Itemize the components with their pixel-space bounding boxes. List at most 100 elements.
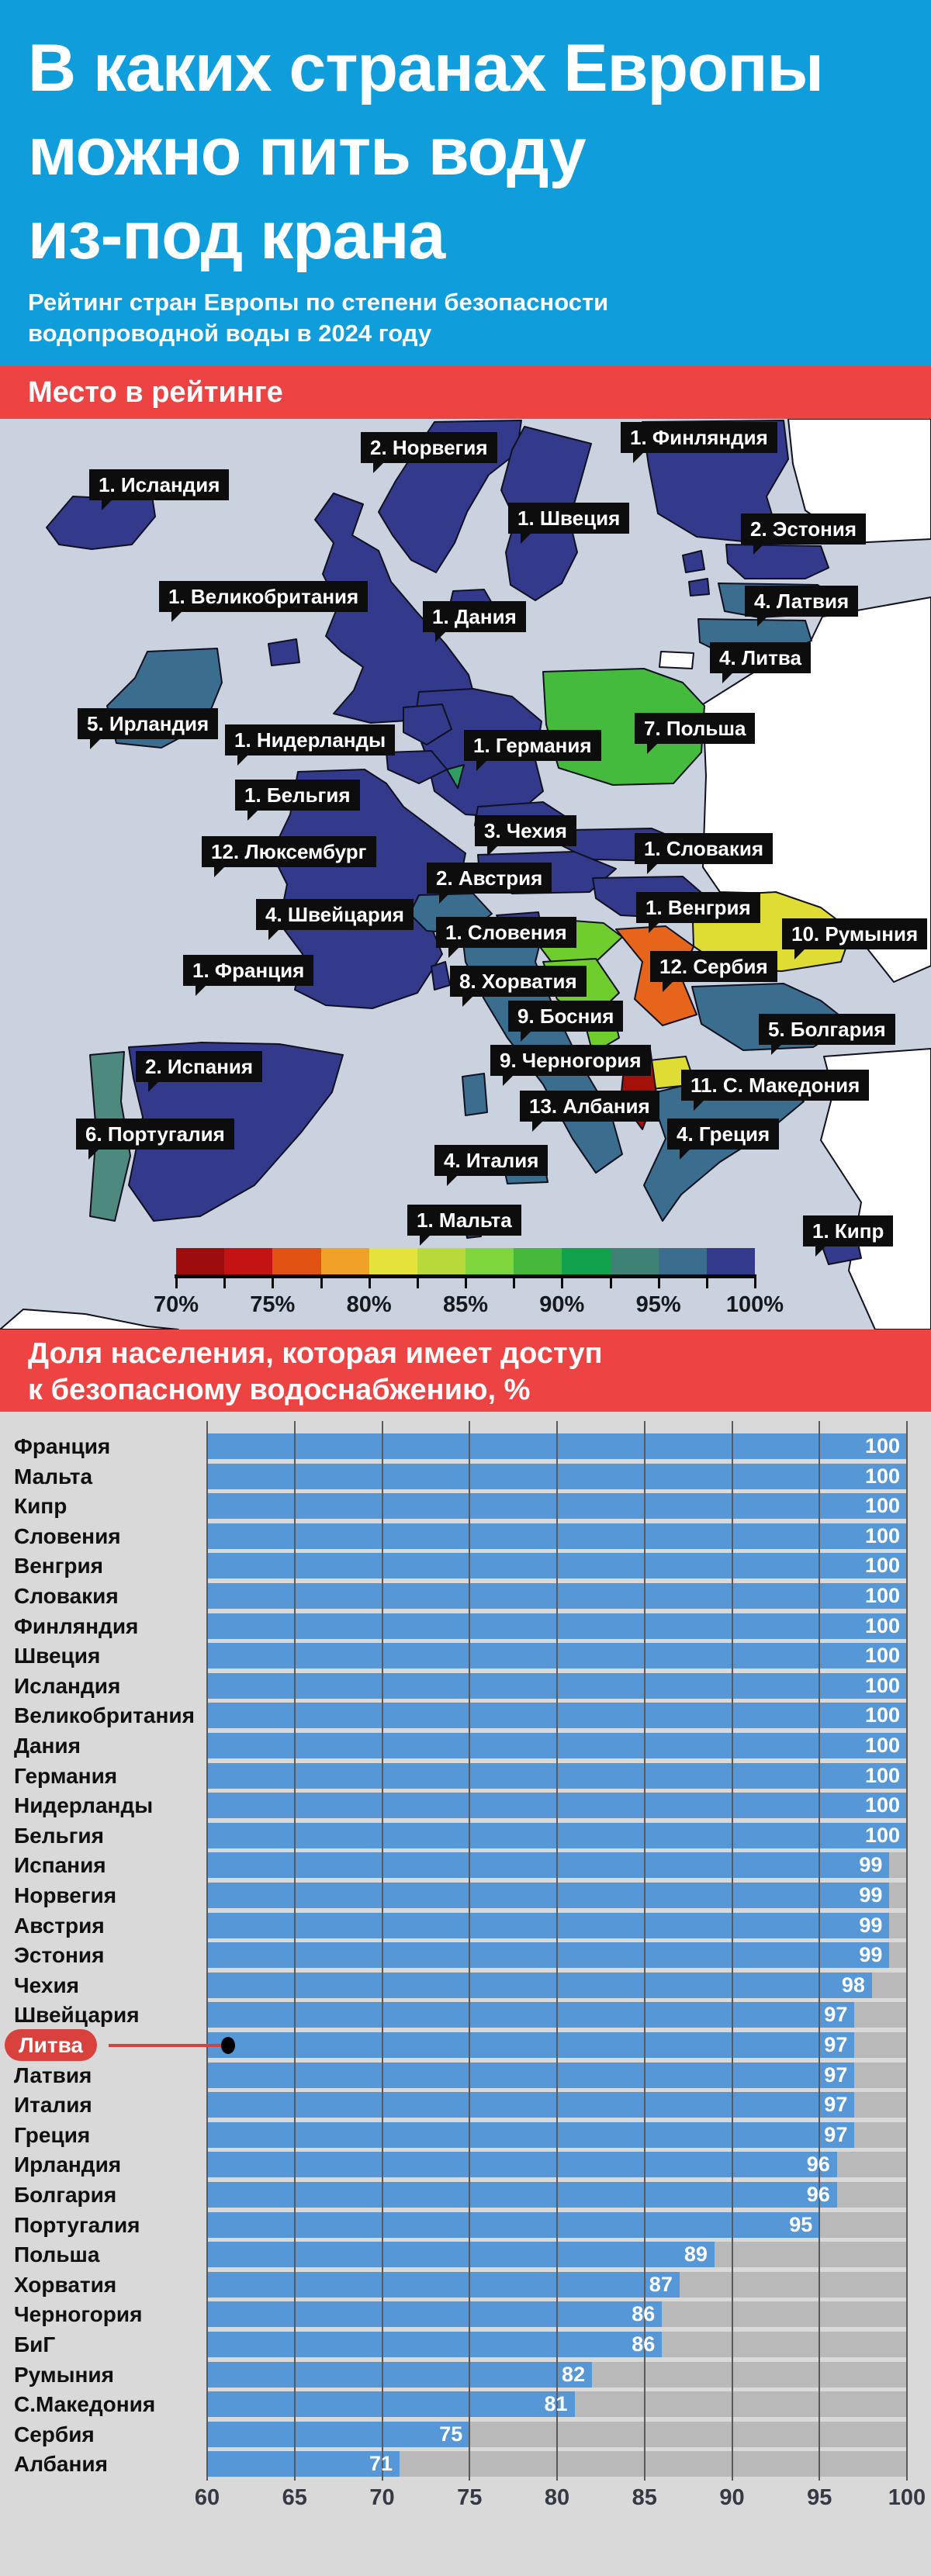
page-subtitle: Рейтинг стран Европы по степени безопасн… [28, 287, 931, 349]
country-label: С.Македония [14, 2392, 156, 2416]
bar-row-25: Ирландия 96 [0, 2152, 931, 2177]
legend-segment [224, 1248, 273, 1274]
map-country-label: 9. Черногория [490, 1045, 651, 1086]
country-label: Великобритания [14, 1703, 195, 1727]
country-iceland [46, 483, 156, 550]
legend-tick-label: 95% [635, 1292, 681, 1317]
country-africa [0, 1309, 179, 1329]
map-section-title: Место в рейтинге [28, 376, 283, 409]
bar-row-9: Исландия 100 [0, 1673, 931, 1699]
country-label: Сербия [14, 2422, 95, 2446]
bar-track: 81 [207, 2391, 907, 2417]
bar-value: 100 [864, 1644, 900, 1667]
map-country-label: 1. Венгрия [636, 892, 760, 933]
bar-fill: 97 [207, 2002, 855, 2028]
bar-value: 87 [649, 2273, 673, 2296]
bar-fill: 81 [207, 2391, 575, 2417]
country-label: Румыния [14, 2363, 114, 2387]
bar-row-35: Албания 71 [0, 2451, 931, 2477]
country-estonia-island-1 [682, 550, 705, 573]
bar-row-28: Польша 89 [0, 2242, 931, 2267]
country-label: Латвия [14, 2063, 92, 2087]
bar-value: 96 [806, 2152, 830, 2176]
country-label: Швеция [14, 1644, 101, 1668]
legend-tick-label: 80% [346, 1292, 392, 1317]
bar-value: 100 [864, 1703, 900, 1727]
gridline-65 [293, 1421, 296, 2481]
bar-value: 100 [864, 1584, 900, 1607]
map-country-label: 5. Болгария [759, 1014, 895, 1055]
legend-segment [176, 1248, 225, 1274]
bar-row-5: Венгрия 100 [0, 1553, 931, 1578]
map-country-label: 4. Швейцария [256, 899, 414, 940]
map-country-label: 9. Босния [508, 1001, 624, 1042]
map-country-label: 1. Великобритания [159, 581, 369, 622]
legend-tick-labels: 70% 75% 80% 85% 90% 95% 100% [154, 1292, 784, 1319]
legend-tick [754, 1278, 756, 1288]
country-label: Исландия [14, 1674, 121, 1698]
bar-fill: 82 [207, 2362, 593, 2388]
country-label: Испания [14, 1853, 106, 1877]
legend-tick-label: 75% [250, 1292, 296, 1317]
map-country-label: 12. Сербия [650, 951, 777, 992]
bar-fill: 87 [207, 2272, 680, 2298]
map-country-label: 4. Греция [667, 1119, 780, 1160]
country-label: Австрия [14, 1914, 105, 1938]
legend-segment [466, 1248, 514, 1274]
map-country-label: 4. Латвия [745, 586, 859, 627]
bar-value: 97 [824, 2123, 848, 2146]
bar-fill: 95 [207, 2212, 820, 2238]
page-title-line: В каких странах Европы [28, 31, 824, 105]
bar-value: 99 [859, 1853, 883, 1876]
bar-value: 99 [859, 1883, 883, 1907]
map-country-label: 1. Словения [436, 917, 576, 958]
legend-segment [658, 1248, 707, 1274]
legend-segment [272, 1248, 321, 1274]
legend-tick [465, 1278, 467, 1288]
country-label: Ирландия [14, 2152, 122, 2177]
legend-segment [320, 1248, 369, 1274]
bar-row-19: Чехия 98 [0, 1973, 931, 1998]
legend-tick [609, 1278, 612, 1288]
legend-segment [610, 1248, 659, 1274]
bar-row-14: Бельгия 100 [0, 1823, 931, 1848]
bar-value: 99 [859, 1914, 883, 1937]
bar-value: 97 [824, 2033, 848, 2056]
bar-row-18: Эстония 99 [0, 1942, 931, 1968]
legend-tick-label: 100% [725, 1292, 784, 1317]
map-country-label: 1. Германия [464, 730, 601, 771]
legend-tick-label: 85% [442, 1292, 489, 1317]
legend-tick [175, 1278, 178, 1288]
highlight-dot [221, 2037, 236, 2054]
legend-tick [705, 1278, 708, 1288]
bar-fill: 89 [207, 2242, 715, 2267]
page-subtitle-line: водопроводной воды в 2024 году [28, 320, 432, 347]
legend-tick-label: 90% [539, 1292, 585, 1317]
bar-value: 81 [544, 2392, 568, 2415]
country-label: Хорватия [14, 2273, 117, 2297]
bar-value: 100 [864, 1614, 900, 1637]
bar-value: 100 [864, 1764, 900, 1787]
country-netherlands [403, 704, 452, 745]
bar-row-17: Австрия 99 [0, 1913, 931, 1938]
bar-fill: 96 [207, 2182, 837, 2208]
bar-row-7: Финляндия 100 [0, 1613, 931, 1639]
map-country-label: 2. Австрия [427, 863, 552, 904]
country-label: Франция [14, 1434, 111, 1458]
legend-tick [416, 1278, 419, 1288]
legend-color-bar [176, 1248, 756, 1274]
map-country-label: 3. Чехия [475, 815, 576, 856]
legend-segment [562, 1248, 611, 1274]
bar-row-16: Норвегия 99 [0, 1883, 931, 1908]
country-label: Норвегия [14, 1883, 117, 1907]
country-label: Черногория [14, 2302, 143, 2326]
x-axis-tick-label: 80 [544, 2485, 570, 2510]
country-label: БиГ [14, 2332, 56, 2356]
page-subtitle-line: Рейтинг стран Европы по степени безопасн… [28, 289, 609, 316]
bar-value: 100 [864, 1793, 900, 1817]
map-country-label: 2. Норвегия [361, 432, 497, 473]
bar-fill: 96 [207, 2152, 837, 2177]
x-axis-tick-label: 60 [194, 2485, 220, 2510]
country-label: Словакия [14, 1584, 119, 1608]
